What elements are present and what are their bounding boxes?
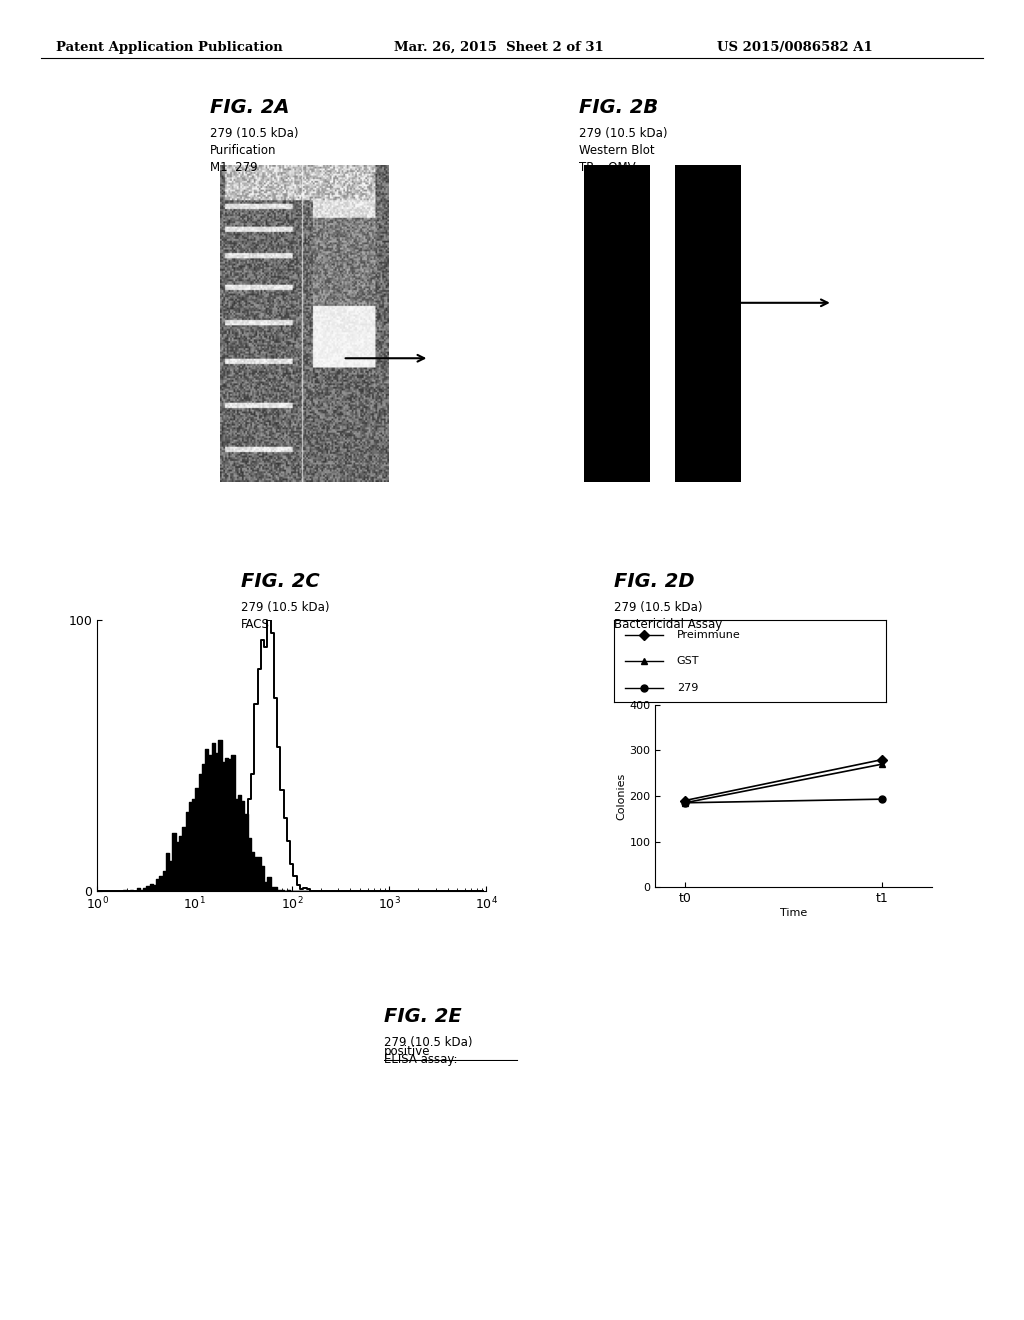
Bar xyxy=(676,165,741,482)
Text: FIG. 2B: FIG. 2B xyxy=(579,98,657,116)
Text: Patent Application Publication: Patent Application Publication xyxy=(56,41,283,54)
Text: Preimmune: Preimmune xyxy=(677,630,740,640)
Text: 279 (10.5 kDa): 279 (10.5 kDa) xyxy=(210,127,298,140)
Text: M1  279: M1 279 xyxy=(210,161,258,174)
Text: 279 (10.5 kDa): 279 (10.5 kDa) xyxy=(614,601,702,614)
Text: Mar. 26, 2015  Sheet 2 of 31: Mar. 26, 2015 Sheet 2 of 31 xyxy=(394,41,604,54)
Text: Bactericidal Assay: Bactericidal Assay xyxy=(614,618,723,631)
Text: Purification: Purification xyxy=(210,144,276,157)
Y-axis label: Colonies: Colonies xyxy=(616,772,627,820)
Text: 279 (10.5 kDa): 279 (10.5 kDa) xyxy=(241,601,329,614)
Text: US 2015/0086582 A1: US 2015/0086582 A1 xyxy=(717,41,872,54)
Text: TP    OMV: TP OMV xyxy=(579,161,635,174)
Text: FIG. 2A: FIG. 2A xyxy=(210,98,290,116)
X-axis label: Time: Time xyxy=(780,908,807,917)
Text: FIG. 2C: FIG. 2C xyxy=(241,572,319,590)
Text: 279 (10.5 kDa): 279 (10.5 kDa) xyxy=(384,1036,472,1049)
Bar xyxy=(584,165,650,482)
Text: positive: positive xyxy=(384,1045,430,1059)
Text: ELISA assay:: ELISA assay: xyxy=(384,1053,461,1067)
Text: FIG. 2E: FIG. 2E xyxy=(384,1007,462,1026)
Text: 279: 279 xyxy=(677,682,698,693)
Text: GST: GST xyxy=(677,656,699,667)
Text: FIG. 2D: FIG. 2D xyxy=(614,572,695,590)
Text: Western Blot: Western Blot xyxy=(579,144,654,157)
Text: 279 (10.5 kDa): 279 (10.5 kDa) xyxy=(579,127,667,140)
Text: FACS: FACS xyxy=(241,618,269,631)
